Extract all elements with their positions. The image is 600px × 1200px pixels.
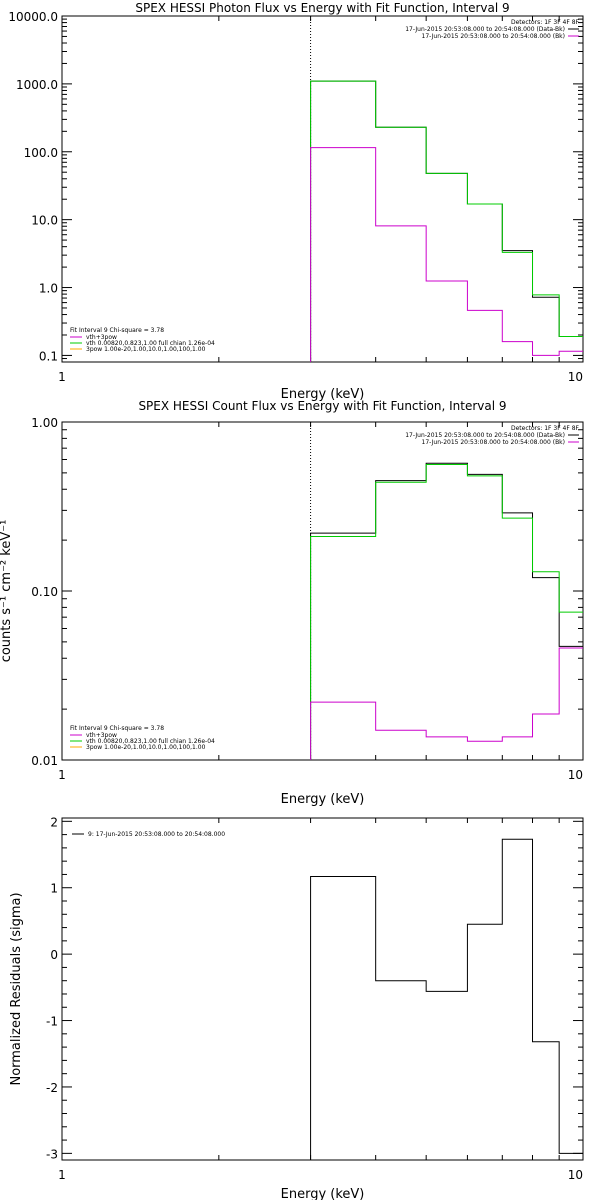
y-tick-label: 0.10 [31, 585, 58, 599]
plot-frame [61, 421, 584, 761]
y-tick-label: -2 [46, 1081, 58, 1095]
y-tick-label: -3 [46, 1147, 58, 1161]
y-axis-label: Normalized Residuals (sigma) [9, 892, 24, 1085]
series-line-1 [310, 462, 583, 760]
legend-header: Detectors: 1F 3F 4F 8F [511, 19, 580, 26]
plot-frame [61, 15, 584, 363]
legend-entry-label: vth 0.00820,0.823,1.00 full chian 1.26e-… [86, 738, 215, 745]
y-tick-label: 1000.0 [16, 78, 58, 92]
legend-header: Fit Interval 9 Chi-square = 3.78 [70, 327, 164, 334]
y-tick-label: 1.0 [39, 282, 58, 296]
x-tick-label: 10 [568, 768, 583, 782]
legend-entry-label: 3pow 1.00e-20,1.00,10.0,1.00,100,1.00 [86, 346, 206, 353]
y-axis-label: counts s⁻¹ cm⁻² keV⁻¹ [0, 520, 14, 663]
series-line-2 [310, 80, 583, 362]
x-tick-label: 1 [58, 768, 66, 782]
legend-entry-label: 17-Jun-2015 20:53:08.000 to 20:54:08.000… [422, 33, 565, 40]
series-line-2 [310, 464, 583, 760]
x-tick-label: 1 [58, 1168, 66, 1182]
chart-title: SPEX HESSI Photon Flux vs Energy with Fi… [135, 1, 509, 15]
y-tick-label: 0 [50, 948, 58, 962]
legend-header: Detectors: 1F 3F 4F 8F [511, 425, 580, 432]
series-line-1 [310, 80, 583, 362]
chart-panel-1: SPEX HESSI Photon Flux vs Energy with Fi… [8, 1, 584, 402]
legend-entry-label: 3pow 1.00e-20,1.00,10.0,1.00,100,1.00 [86, 744, 206, 751]
series-line-3 [310, 647, 583, 760]
x-tick-label: 1 [58, 370, 66, 384]
legend-entry-label: vth+3pow [86, 732, 117, 739]
y-tick-label: 0.1 [39, 349, 58, 363]
x-tick-label: 10 [568, 370, 583, 384]
chart-panel-2: SPEX HESSI Count Flux vs Energy with Fit… [0, 399, 584, 807]
plot-frame [61, 817, 584, 1161]
legend-entry-label: 9: 17-Jun-2015 20:53:08.000 to 20:54:08.… [88, 831, 225, 838]
x-axis-label: Energy (keV) [281, 1187, 365, 1200]
legend-entry-label: 17-Jun-2015 20:53:08.000 to 20:54:08.000… [422, 439, 565, 446]
x-axis-label: Energy (keV) [281, 387, 365, 402]
legend-entry-label: vth+3pow [86, 334, 117, 341]
legend-header: Fit Interval 9 Chi-square = 3.78 [70, 725, 164, 732]
series-line-1 [310, 838, 583, 1160]
y-tick-label: 100.0 [24, 146, 58, 160]
y-tick-label: 1 [50, 882, 58, 896]
series-line-3 [310, 147, 583, 362]
x-tick-label: 10 [568, 1168, 583, 1182]
y-tick-label: 0.01 [31, 754, 58, 768]
chart-panel-3: -3 -2 -1 0 1 2 1 10 Energy (keV) Normalized Resid… [9, 815, 584, 1200]
y-tick-label: -1 [46, 1015, 58, 1029]
legend-entry-label: vth 0.00820,0.823,1.00 full chian 1.26e-… [86, 340, 215, 347]
y-tick-label: 1.00 [31, 416, 58, 430]
chart-title: SPEX HESSI Count Flux vs Energy with Fit… [138, 399, 506, 413]
y-tick-label: 10000.0 [8, 10, 58, 24]
legend-entry-label: 17-Jun-2015 20:53:08.000 to 20:54:08.000… [405, 26, 565, 33]
y-tick-label: 2 [50, 815, 58, 829]
x-axis-label: Energy (keV) [281, 792, 365, 807]
legend-entry-label: 17-Jun-2015 20:53:08.000 to 20:54:08.000… [405, 432, 565, 439]
y-tick-label: 10.0 [31, 214, 58, 228]
